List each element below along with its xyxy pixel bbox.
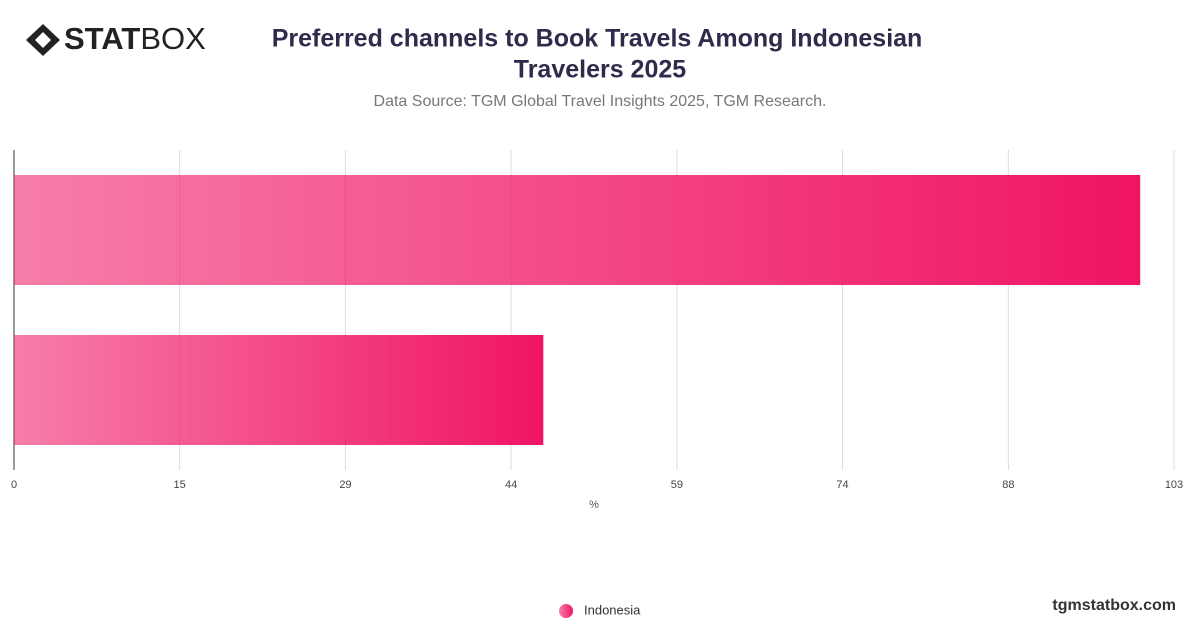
footer: tgmstatbox.com	[1052, 597, 1176, 614]
logo: STATBOX	[26, 21, 206, 56]
x-axis-label: %	[589, 499, 599, 511]
x-tick-label: 29	[339, 479, 351, 491]
chart-title: Travelers 2025	[514, 56, 686, 84]
logo-text: STATBOX	[64, 21, 206, 56]
logo-regular: BOX	[140, 21, 206, 56]
x-tick-label: 0	[11, 479, 17, 491]
x-tick-label: 88	[1002, 479, 1014, 491]
x-tick-label: 15	[174, 479, 186, 491]
x-tick-label: 44	[505, 479, 517, 491]
bar	[14, 335, 544, 445]
legend-label: Indonesia	[584, 602, 641, 617]
chart-title: Preferred channels to Book Travels Among…	[272, 25, 923, 53]
x-tick-label: 74	[836, 479, 848, 491]
chart-subtitle: Data Source: TGM Global Travel Insights …	[374, 93, 827, 110]
logo-bold: STAT	[64, 21, 140, 56]
x-tick-label: 103	[1165, 479, 1183, 491]
x-tick-label: 59	[671, 479, 683, 491]
legend-swatch	[559, 604, 573, 618]
logo-icon	[26, 24, 60, 56]
bar	[14, 175, 1141, 285]
